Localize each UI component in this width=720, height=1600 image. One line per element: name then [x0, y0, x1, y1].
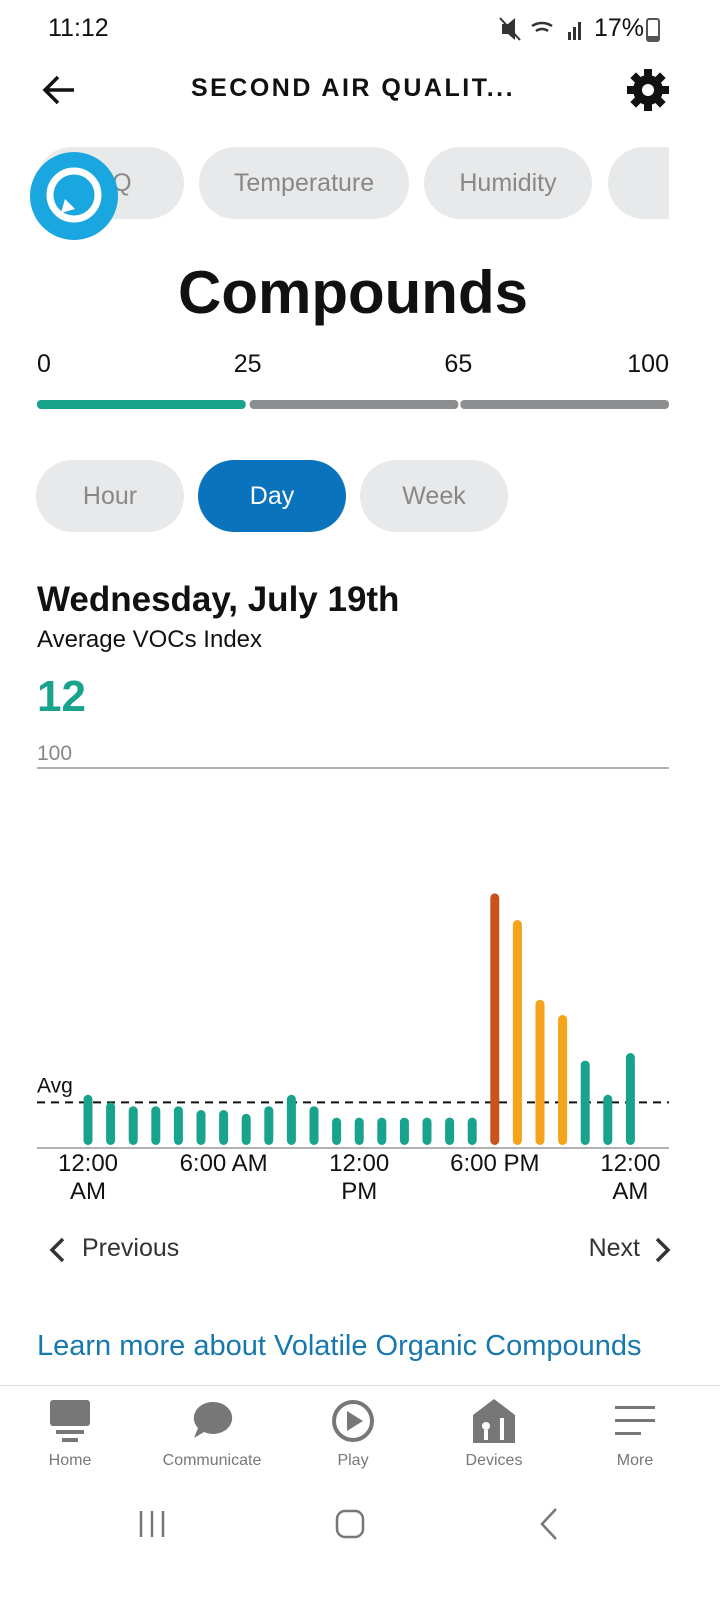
bar	[558, 1015, 568, 1145]
bar	[151, 1106, 161, 1145]
bar	[128, 1106, 138, 1145]
tab[interactable]: Humidity	[424, 147, 592, 219]
nav-item[interactable]: Communicate	[162, 1452, 262, 1469]
x-tick-label: 12:00 PM	[329, 1150, 390, 1205]
settings-button[interactable]	[626, 68, 670, 112]
scale-tick-label: 100	[627, 350, 669, 378]
range-button[interactable]: Hour	[36, 460, 184, 532]
bar	[377, 1117, 387, 1145]
x-tick-label: 6:00 AM	[179, 1150, 268, 1177]
bar	[264, 1106, 274, 1145]
battery-icon	[646, 18, 660, 42]
bar	[490, 893, 500, 1145]
previous-button[interactable]: Previous	[82, 1234, 180, 1262]
scale-segment	[460, 400, 669, 409]
average-label: Avg	[37, 1074, 73, 1097]
back-button[interactable]	[40, 72, 80, 108]
nav-divider	[0, 1385, 720, 1386]
nav-icons	[50, 1399, 655, 1443]
next-button[interactable]: Next	[588, 1234, 640, 1262]
bar	[219, 1110, 229, 1145]
summary-value: 12	[37, 672, 86, 721]
bar	[603, 1094, 613, 1145]
scale-tick-label: 25	[234, 350, 262, 378]
system-nav	[139, 1508, 557, 1540]
bar	[241, 1113, 251, 1145]
learn-more-link[interactable]: Learn more about Volatile Organic Compou…	[37, 1330, 642, 1362]
range-button[interactable]: Day	[198, 460, 346, 532]
bar	[354, 1117, 364, 1145]
bar	[399, 1117, 409, 1145]
bar	[467, 1117, 477, 1145]
date: Wednesday, July 19th	[37, 580, 400, 619]
bar	[580, 1060, 590, 1145]
range-button[interactable]: Week	[360, 460, 508, 532]
next-icon[interactable]	[652, 1236, 672, 1264]
bar	[173, 1106, 183, 1145]
bar	[106, 1102, 116, 1145]
tab[interactable]: Temperature	[199, 147, 409, 219]
bar	[332, 1117, 342, 1145]
y-tick-label: 100	[37, 742, 72, 765]
battery: 17%	[594, 14, 645, 42]
status-icons	[499, 17, 581, 41]
summary-label: Average VOCs Index	[37, 626, 263, 653]
x-tick-label: 6:00 PM	[450, 1150, 540, 1177]
scale-segment	[37, 400, 246, 409]
alexa-button[interactable]	[29, 151, 119, 241]
tab[interactable]	[608, 147, 669, 219]
nav-item[interactable]: Devices	[465, 1452, 523, 1469]
header-title: SECOND AIR QUALIT...	[190, 74, 516, 102]
bar	[422, 1117, 432, 1145]
bar	[83, 1094, 93, 1145]
x-tick-label: 12:00 AM	[600, 1150, 661, 1205]
bar	[286, 1094, 296, 1145]
bar	[625, 1053, 635, 1145]
status-time: 11:12	[48, 14, 109, 42]
scale-segment	[249, 400, 459, 409]
scale-tick-label: 0	[37, 350, 51, 378]
bar	[535, 999, 545, 1145]
heading: Compounds	[178, 259, 528, 326]
bar	[309, 1106, 319, 1145]
bar	[196, 1110, 206, 1145]
bar	[512, 920, 522, 1145]
chart: 0 25 65 100 100 Avg	[37, 350, 669, 1149]
x-tick-label: 12:00 AM	[57, 1150, 119, 1205]
bar	[445, 1117, 455, 1145]
previous-icon[interactable]	[48, 1236, 68, 1264]
nav-item[interactable]: Home	[48, 1452, 92, 1469]
scale-tick-label: 65	[444, 350, 472, 378]
nav-item[interactable]: More	[616, 1452, 654, 1469]
nav-item[interactable]: Play	[337, 1452, 369, 1469]
